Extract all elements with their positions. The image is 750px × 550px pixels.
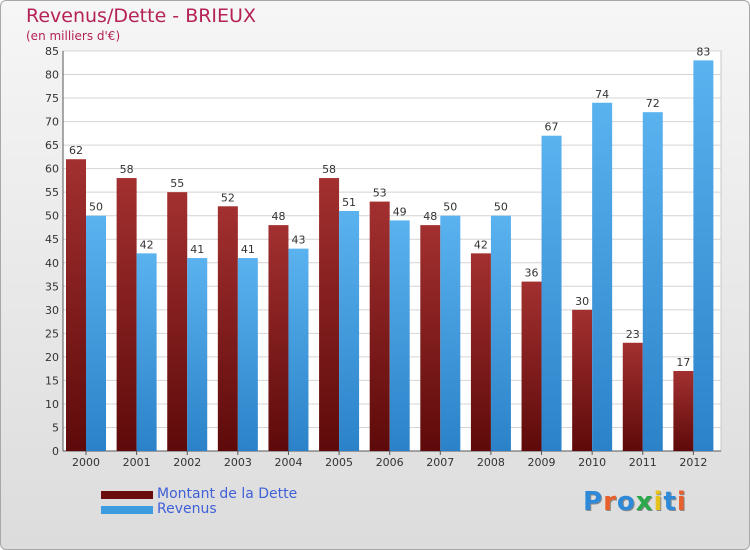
y-tick-label: 65 xyxy=(45,139,59,152)
data-label-dette: 58 xyxy=(120,163,134,176)
data-label-revenus: 50 xyxy=(443,201,457,214)
y-tick-label: 20 xyxy=(45,351,59,364)
data-label-dette: 30 xyxy=(575,295,589,308)
y-tick-label: 70 xyxy=(45,116,59,129)
y-tick-label: 0 xyxy=(52,445,59,458)
bar-revenus xyxy=(136,253,157,451)
data-label-dette: 48 xyxy=(423,210,437,223)
x-tick-label: 2009 xyxy=(528,456,556,469)
bar-dette xyxy=(622,342,643,451)
data-label-revenus: 50 xyxy=(89,201,103,214)
data-label-revenus: 67 xyxy=(545,121,559,134)
data-label-dette: 42 xyxy=(474,238,488,251)
bar-dette xyxy=(521,281,542,451)
data-label-dette: 62 xyxy=(69,144,83,157)
y-tick-label: 50 xyxy=(45,210,59,223)
data-label-revenus: 49 xyxy=(393,205,407,218)
bar-dette xyxy=(319,178,340,451)
x-tick-label: 2011 xyxy=(629,456,657,469)
legend-swatch-dette xyxy=(101,491,153,499)
x-tick-label: 2003 xyxy=(224,456,252,469)
bar-dette xyxy=(369,201,390,451)
y-tick-label: 25 xyxy=(45,327,59,340)
x-tick-label: 2002 xyxy=(173,456,201,469)
data-label-dette: 53 xyxy=(373,187,387,200)
x-tick-label: 2005 xyxy=(325,456,353,469)
legend-label-dette: Montant de la Dette xyxy=(157,486,298,502)
chart-title: Revenus/Dette - BRIEUX xyxy=(26,5,256,27)
logo-letter: t xyxy=(663,487,677,517)
bar-dette xyxy=(572,309,593,451)
logo-letter: i xyxy=(676,487,687,517)
bar-revenus xyxy=(592,102,613,451)
y-tick-label: 80 xyxy=(45,69,59,82)
legend-swatch-revenus xyxy=(101,506,153,514)
y-tick-label: 35 xyxy=(45,280,59,293)
x-tick-label: 2010 xyxy=(578,456,606,469)
bar-dette xyxy=(66,159,86,451)
logo-letter: o xyxy=(616,487,636,517)
y-tick-label: 60 xyxy=(45,163,59,176)
y-tick-label: 15 xyxy=(45,374,59,387)
bar-revenus xyxy=(440,215,461,451)
bar-dette xyxy=(470,253,491,451)
data-label-revenus: 50 xyxy=(494,201,508,214)
bar-dette xyxy=(420,225,441,451)
data-label-dette: 23 xyxy=(626,328,640,341)
x-tick-label: 2004 xyxy=(274,456,302,469)
data-label-dette: 17 xyxy=(676,356,690,369)
x-tick-label: 2007 xyxy=(426,456,454,469)
logo-letter: x xyxy=(635,487,654,517)
y-tick-label: 75 xyxy=(45,92,59,105)
y-tick-label: 5 xyxy=(52,421,59,434)
x-tick-label: 2000 xyxy=(72,456,100,469)
data-label-dette: 55 xyxy=(170,177,184,190)
data-label-dette: 36 xyxy=(525,267,539,280)
data-label-revenus: 41 xyxy=(190,243,204,256)
bar-revenus xyxy=(187,258,208,451)
bar-revenus xyxy=(288,248,309,451)
proxiti-logo: Proxiti xyxy=(583,487,687,517)
bar-dette xyxy=(217,206,238,451)
data-label-revenus: 43 xyxy=(291,234,305,247)
y-tick-label: 40 xyxy=(45,257,59,270)
data-label-revenus: 41 xyxy=(241,243,255,256)
logo-letter: i xyxy=(653,487,664,517)
x-tick-label: 2001 xyxy=(123,456,151,469)
data-label-revenus: 42 xyxy=(140,238,154,251)
y-tick-label: 45 xyxy=(45,233,59,246)
legend-label-revenus: Revenus xyxy=(157,501,217,517)
bar-revenus xyxy=(490,215,511,451)
data-label-dette: 48 xyxy=(271,210,285,223)
y-tick-label: 55 xyxy=(45,186,59,199)
data-label-dette: 52 xyxy=(221,191,235,204)
bar-dette xyxy=(167,192,188,452)
bar-dette xyxy=(673,371,694,451)
logo-letter: P xyxy=(583,487,604,517)
data-label-revenus: 83 xyxy=(696,45,710,58)
x-tick-label: 2008 xyxy=(477,456,505,469)
bar-revenus xyxy=(237,258,258,451)
data-label-revenus: 51 xyxy=(342,196,356,209)
data-label-revenus: 72 xyxy=(646,97,660,110)
bar-revenus xyxy=(339,211,360,451)
bar-dette xyxy=(116,178,137,451)
chart-subtitle: (en milliers d'€) xyxy=(26,29,121,43)
bar-revenus xyxy=(642,112,663,452)
data-label-revenus: 74 xyxy=(595,88,609,101)
y-tick-label: 10 xyxy=(45,398,59,411)
x-tick-label: 2012 xyxy=(679,456,707,469)
data-label-dette: 58 xyxy=(322,163,336,176)
bar-revenus xyxy=(541,135,562,452)
y-tick-label: 85 xyxy=(45,45,59,58)
bar-revenus xyxy=(693,60,714,451)
x-tick-label: 2006 xyxy=(376,456,404,469)
bar-revenus xyxy=(86,215,106,451)
bar-dette xyxy=(268,225,289,451)
logo-letter: r xyxy=(603,487,617,517)
bar-revenus xyxy=(389,220,410,451)
y-tick-label: 30 xyxy=(45,304,59,317)
